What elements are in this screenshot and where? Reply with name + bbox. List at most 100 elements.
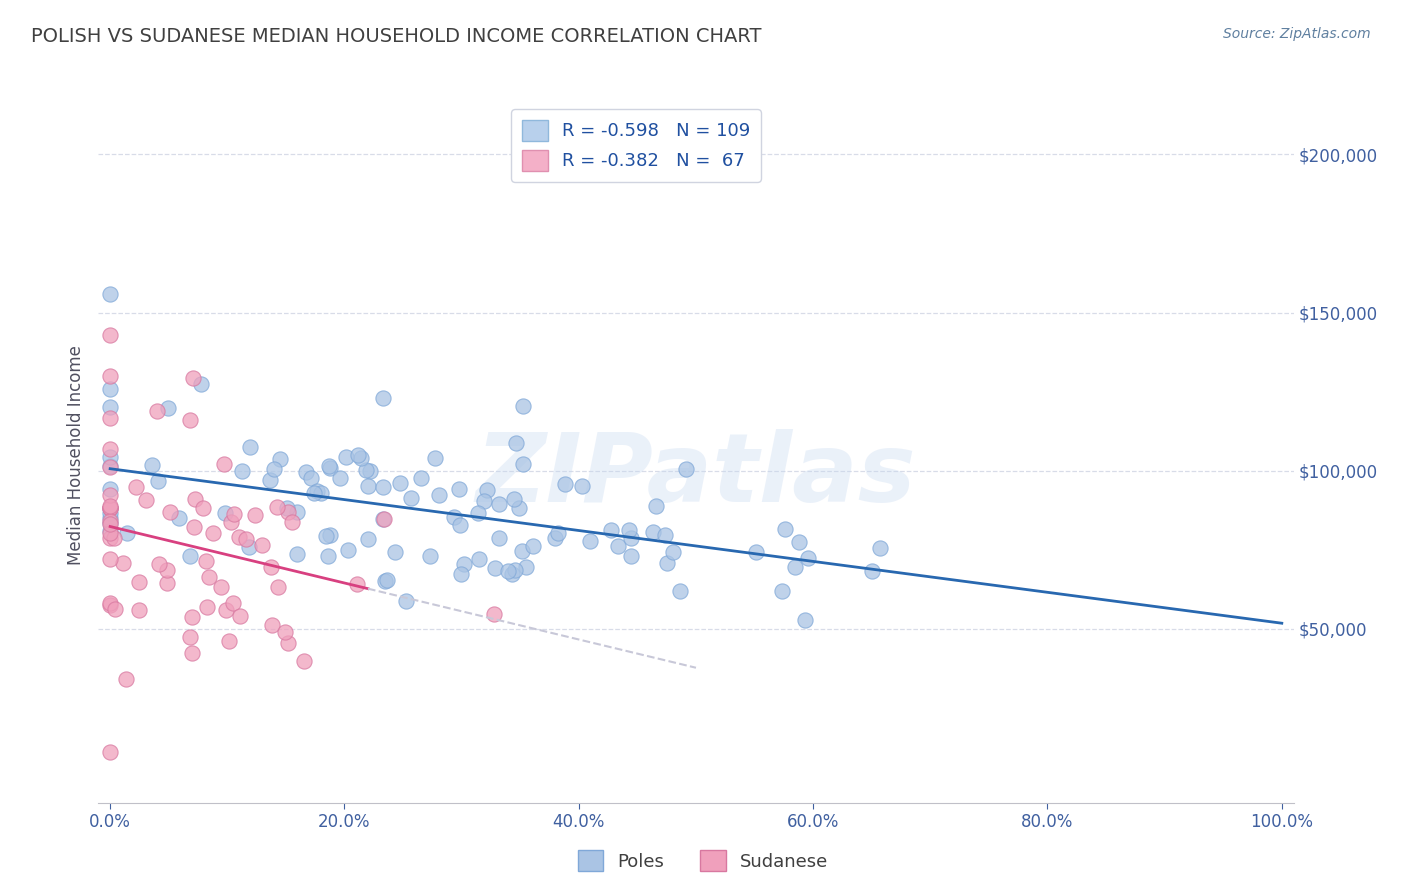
Point bbox=[98, 524, 121, 539]
Point bbox=[773, 523, 796, 537]
Point bbox=[103, 531, 125, 545]
Point bbox=[496, 564, 519, 578]
Point bbox=[212, 458, 235, 472]
Point bbox=[488, 531, 510, 545]
Point bbox=[359, 464, 381, 478]
Point bbox=[515, 559, 537, 574]
Point bbox=[860, 564, 883, 578]
Point bbox=[125, 480, 148, 494]
Point bbox=[423, 451, 446, 466]
Point bbox=[276, 501, 298, 516]
Point bbox=[98, 596, 121, 610]
Point bbox=[229, 609, 252, 624]
Point bbox=[98, 458, 121, 473]
Point bbox=[419, 549, 441, 563]
Point bbox=[98, 515, 121, 529]
Point bbox=[202, 525, 225, 540]
Point bbox=[299, 471, 322, 485]
Point bbox=[98, 531, 121, 545]
Point bbox=[305, 483, 328, 498]
Point bbox=[193, 500, 215, 515]
Point bbox=[745, 545, 768, 559]
Point bbox=[128, 575, 150, 590]
Point bbox=[277, 636, 299, 650]
Point bbox=[215, 603, 238, 617]
Point bbox=[350, 450, 373, 465]
Point bbox=[259, 473, 281, 487]
Point bbox=[336, 542, 359, 557]
Point bbox=[547, 526, 569, 541]
Y-axis label: Median Household Income: Median Household Income bbox=[66, 345, 84, 565]
Point bbox=[98, 482, 121, 496]
Point bbox=[98, 499, 121, 513]
Point bbox=[98, 450, 121, 465]
Point bbox=[266, 580, 288, 594]
Legend: Poles, Sudanese: Poles, Sudanese bbox=[571, 843, 835, 879]
Point bbox=[600, 523, 623, 537]
Point bbox=[235, 532, 257, 546]
Point bbox=[384, 545, 406, 559]
Point bbox=[389, 475, 412, 490]
Point bbox=[501, 567, 523, 582]
Point bbox=[228, 530, 250, 544]
Point bbox=[510, 543, 533, 558]
Point bbox=[98, 369, 121, 384]
Point bbox=[318, 459, 340, 474]
Point bbox=[488, 497, 510, 511]
Point bbox=[260, 559, 283, 574]
Point bbox=[98, 500, 121, 515]
Point bbox=[508, 501, 530, 516]
Point bbox=[148, 558, 170, 572]
Point bbox=[98, 500, 121, 515]
Point bbox=[263, 461, 285, 475]
Point bbox=[179, 630, 201, 644]
Point bbox=[245, 508, 267, 522]
Point bbox=[295, 465, 318, 479]
Point bbox=[399, 491, 422, 506]
Point bbox=[429, 488, 451, 502]
Point bbox=[285, 547, 308, 561]
Point bbox=[183, 520, 205, 534]
Point bbox=[484, 561, 506, 575]
Point bbox=[98, 506, 121, 520]
Point bbox=[98, 511, 121, 525]
Point bbox=[512, 400, 534, 414]
Point bbox=[98, 501, 121, 516]
Point bbox=[318, 461, 340, 475]
Text: POLISH VS SUDANESE MEDIAN HOUSEHOLD INCOME CORRELATION CHART: POLISH VS SUDANESE MEDIAN HOUSEHOLD INCO… bbox=[31, 27, 762, 45]
Point bbox=[468, 552, 491, 566]
Point bbox=[645, 499, 668, 513]
Point bbox=[797, 551, 820, 566]
Point bbox=[146, 474, 169, 488]
Point bbox=[262, 618, 284, 632]
Point bbox=[579, 534, 602, 549]
Point bbox=[787, 535, 810, 549]
Point bbox=[373, 480, 395, 494]
Text: ZIPatlas: ZIPatlas bbox=[475, 429, 917, 523]
Point bbox=[793, 613, 815, 627]
Point bbox=[620, 549, 643, 564]
Point bbox=[195, 600, 218, 615]
Point bbox=[512, 457, 534, 471]
Point bbox=[453, 557, 475, 571]
Point bbox=[266, 500, 288, 515]
Point bbox=[335, 450, 357, 464]
Point bbox=[156, 576, 179, 591]
Point bbox=[277, 505, 299, 519]
Point bbox=[180, 609, 202, 624]
Point bbox=[482, 607, 505, 621]
Point bbox=[128, 603, 150, 617]
Point bbox=[449, 517, 471, 532]
Point bbox=[98, 442, 121, 456]
Point bbox=[181, 646, 204, 660]
Point bbox=[319, 528, 342, 542]
Point bbox=[662, 545, 685, 559]
Point bbox=[209, 580, 232, 594]
Point bbox=[869, 541, 891, 555]
Point bbox=[315, 529, 337, 543]
Point bbox=[503, 492, 526, 507]
Point bbox=[157, 401, 180, 416]
Point bbox=[571, 479, 593, 493]
Point bbox=[543, 532, 565, 546]
Text: Source: ZipAtlas.com: Source: ZipAtlas.com bbox=[1223, 27, 1371, 41]
